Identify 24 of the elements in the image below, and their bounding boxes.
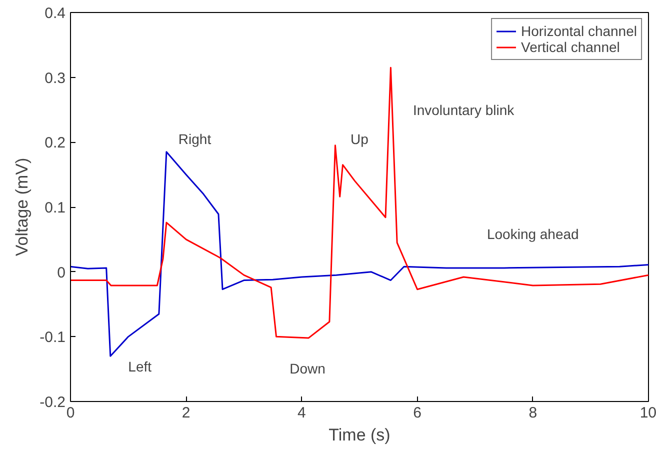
x-tick-label: 10 xyxy=(640,404,656,422)
x-tick-label: 4 xyxy=(298,404,306,422)
y-tick-label: 0.1 xyxy=(44,200,66,216)
annotation: Right xyxy=(178,130,212,147)
y-tick-label: 0 xyxy=(57,264,66,282)
y-tick-label: 0.3 xyxy=(44,70,66,87)
y-tick-label: -0.2 xyxy=(40,394,66,411)
x-axis-title: Time (s) xyxy=(328,426,390,444)
line-series xyxy=(70,151,648,357)
annotation: Down xyxy=(290,360,326,376)
annotation: Involuntary blink xyxy=(412,102,516,118)
legend-label: Vertical channel xyxy=(521,39,620,55)
x-tick-label: 8 xyxy=(528,404,538,422)
line-series xyxy=(70,66,648,339)
y-tick-label: -0.1 xyxy=(40,329,66,346)
y-tick-label: 0.2 xyxy=(44,134,66,152)
y-tick-label: 0.4 xyxy=(44,5,66,22)
annotation: Up xyxy=(350,130,369,147)
x-tick-label: 6 xyxy=(413,404,422,422)
annotation: Left xyxy=(128,358,152,374)
x-tick-label: 2 xyxy=(182,404,190,422)
annotation: Looking ahead xyxy=(486,226,579,242)
legend-label: Horizontal channel xyxy=(521,23,637,39)
y-axis-title: Voltage (mV) xyxy=(12,158,32,256)
